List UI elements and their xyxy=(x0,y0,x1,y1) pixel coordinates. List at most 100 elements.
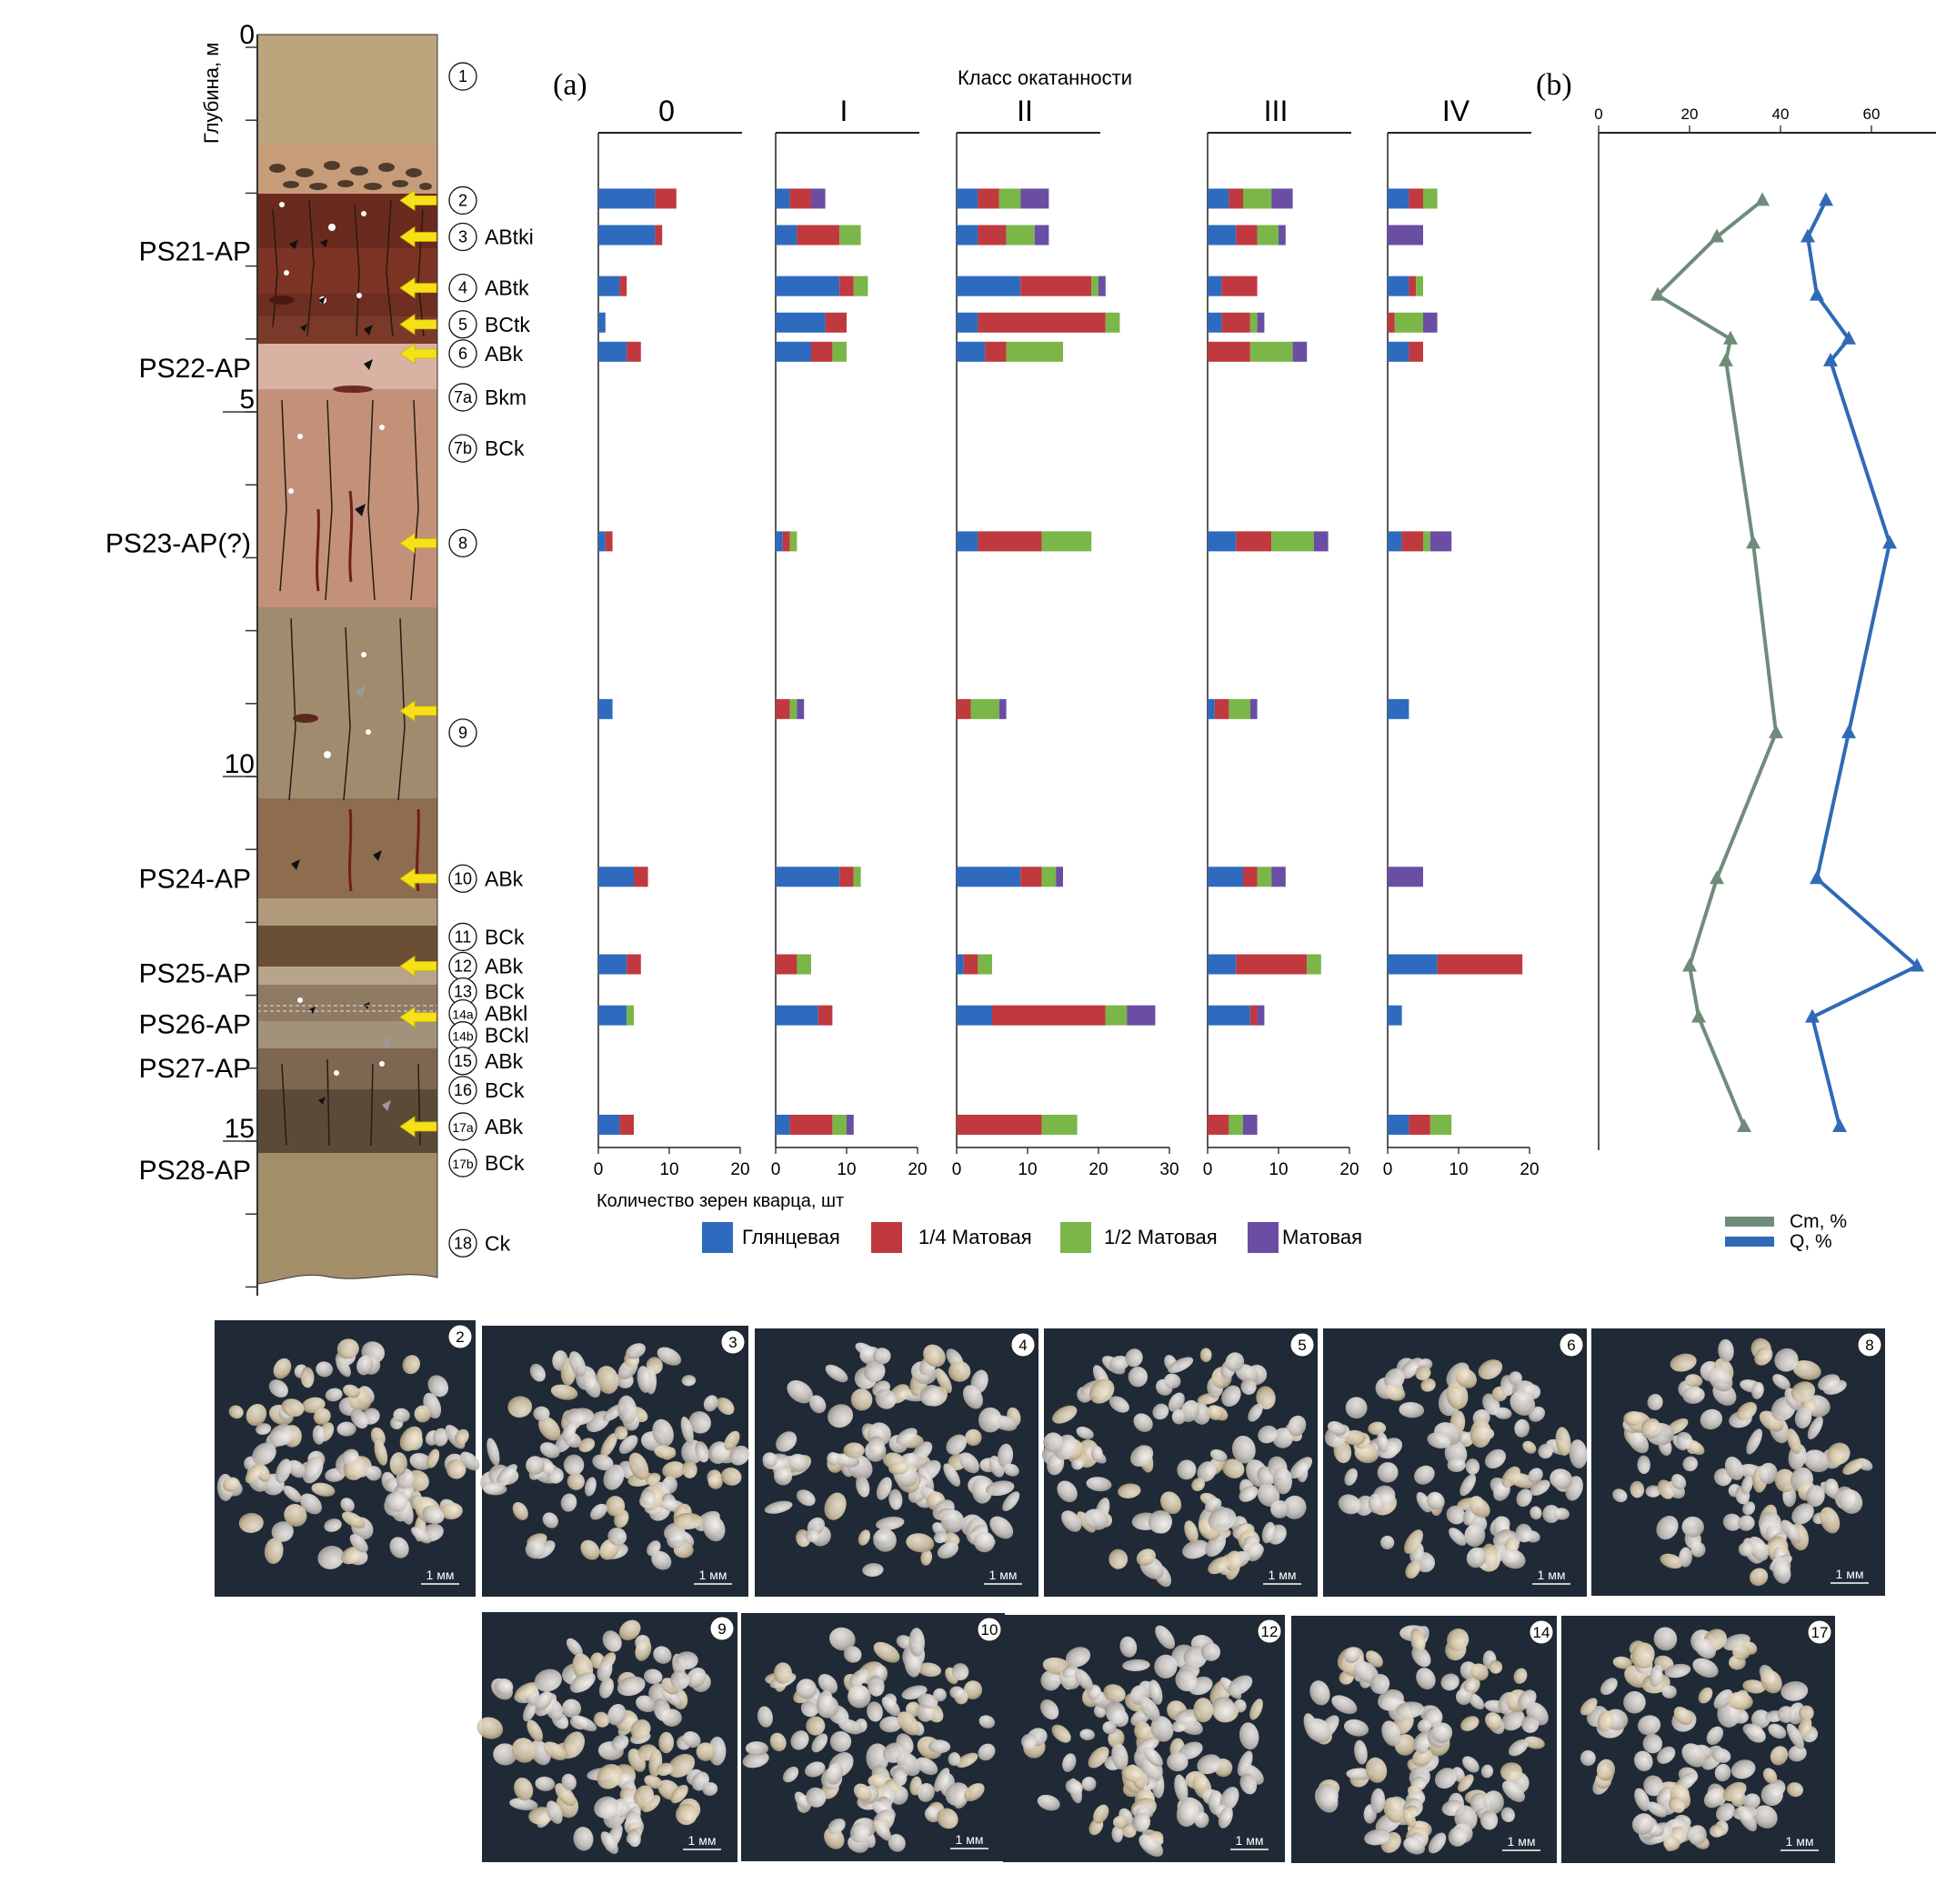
horizon-name: BCk xyxy=(485,1078,525,1102)
quartz-grain xyxy=(1066,1647,1091,1668)
quartz-grain xyxy=(1239,1722,1259,1750)
bar-segment xyxy=(1388,188,1409,209)
legend-label: Cm, % xyxy=(1790,1211,1847,1232)
bar-segment xyxy=(1208,225,1237,246)
quartz-grain xyxy=(1656,1515,1679,1540)
quartz-grain xyxy=(1742,1679,1766,1694)
quartz-grain xyxy=(858,1529,870,1546)
quartz-grain xyxy=(1708,1367,1733,1392)
quartz-grain xyxy=(1118,1483,1141,1498)
quartz-grain xyxy=(829,1627,856,1651)
quartz-grain xyxy=(1842,1458,1864,1475)
quartz-grain xyxy=(1052,1405,1078,1424)
quartz-grain xyxy=(1455,1368,1477,1388)
legend-swatch xyxy=(1248,1222,1279,1253)
quartz-grain xyxy=(896,1428,918,1445)
quartz-grain xyxy=(1316,1784,1339,1807)
quartz-grain xyxy=(1076,1426,1094,1439)
quartz-grain xyxy=(370,1427,386,1447)
bar-segment xyxy=(957,867,1021,887)
quartz-grain xyxy=(1727,1691,1753,1710)
quartz-grain xyxy=(1209,1448,1228,1462)
quartz-grain xyxy=(223,1477,240,1492)
quartz-grain xyxy=(1742,1501,1756,1516)
quartz-grain xyxy=(1742,1723,1765,1739)
horizon-number: 11 xyxy=(455,927,472,946)
grain-photo: 4 1 мм xyxy=(755,1328,1038,1597)
roundness-class-label: 0 xyxy=(658,95,675,127)
photo-background xyxy=(741,1613,1005,1861)
quartz-grain xyxy=(702,1515,726,1542)
quartz-grain xyxy=(1653,1627,1678,1651)
quartz-grain xyxy=(271,1521,294,1542)
grain-photo: 17 1 мм xyxy=(1561,1616,1835,1863)
photo-number: 17 xyxy=(1811,1624,1829,1641)
quartz-grain xyxy=(1179,1741,1203,1759)
quartz-grain xyxy=(1580,1749,1596,1767)
quartz-grain xyxy=(566,1638,583,1657)
bar-segment xyxy=(1279,225,1286,246)
depth-tick-label: 15 xyxy=(225,1114,255,1144)
quartz-grain xyxy=(1703,1788,1725,1809)
quartz-grain xyxy=(1369,1674,1390,1694)
quartz-grain xyxy=(811,1733,828,1753)
depth-tick-label: 5 xyxy=(239,385,255,415)
horizon-number-circle xyxy=(448,222,477,252)
quartz-grain xyxy=(757,1706,773,1728)
bar-segment xyxy=(1307,954,1321,975)
x-tick-label: 0 xyxy=(952,1160,962,1179)
quartz-grain xyxy=(1514,1418,1530,1438)
quartz-grain xyxy=(825,1364,848,1383)
quartz-grain xyxy=(1516,1488,1532,1508)
x-tick-label: 0 xyxy=(1383,1160,1393,1179)
bar-segment xyxy=(1416,276,1423,296)
quartz-grain xyxy=(923,1344,946,1368)
quartz-grain xyxy=(829,1730,852,1752)
quartz-grain xyxy=(1508,1739,1529,1757)
quartz-grain xyxy=(459,1451,480,1471)
bar-segment xyxy=(1429,531,1452,552)
bar-segment xyxy=(1388,954,1438,975)
quartz-grain xyxy=(287,1459,306,1478)
sample-arrow xyxy=(399,955,437,977)
quartz-grain xyxy=(1065,1779,1083,1796)
bar-segment xyxy=(1409,188,1423,209)
panel-a-label: (a) xyxy=(553,68,587,102)
legend-swatch xyxy=(1725,1237,1774,1247)
quartz-grain xyxy=(946,1434,968,1455)
quartz-grain xyxy=(619,1619,641,1641)
quartz-grain xyxy=(569,1672,596,1693)
quartz-grain xyxy=(1136,1548,1156,1567)
quartz-grain xyxy=(611,1734,629,1751)
quartz-grain xyxy=(1668,1797,1685,1813)
quartz-grain xyxy=(1168,1392,1185,1412)
horizon-number: 2 xyxy=(458,191,467,209)
x-tick-label: 30 xyxy=(1159,1160,1179,1179)
quartz-grain xyxy=(252,1442,276,1466)
quartz-grain xyxy=(1150,1716,1174,1742)
bar-segment xyxy=(598,1114,620,1135)
quartz-grain xyxy=(1171,1408,1187,1425)
depth-tick-label: 0 xyxy=(239,20,255,50)
quartz-grain xyxy=(487,1438,500,1466)
quartz-grain xyxy=(1177,1459,1197,1480)
quartz-grain xyxy=(879,1716,903,1733)
quartz-grain xyxy=(1770,1746,1789,1766)
bar-segment xyxy=(1249,1005,1258,1026)
horizon-number-circle xyxy=(448,185,477,215)
quartz-grain xyxy=(1368,1493,1383,1514)
quartz-grain xyxy=(1122,1658,1150,1671)
quartz-grain xyxy=(607,1703,627,1726)
series-point xyxy=(1810,870,1824,885)
photo-number: 14 xyxy=(1533,1624,1550,1641)
quartz-grain xyxy=(1228,1675,1253,1696)
x-tick-label: 20 xyxy=(908,1160,927,1179)
photo-number-circle xyxy=(447,1324,473,1349)
horizon-name: ABtk xyxy=(485,276,529,300)
quartz-grain xyxy=(933,1531,948,1544)
horizon-name: ABk xyxy=(485,867,524,890)
quartz-grain xyxy=(1154,1654,1178,1679)
quartz-grain xyxy=(1661,1685,1677,1699)
quartz-grain xyxy=(1383,1797,1405,1823)
quartz-grain xyxy=(385,1491,408,1512)
